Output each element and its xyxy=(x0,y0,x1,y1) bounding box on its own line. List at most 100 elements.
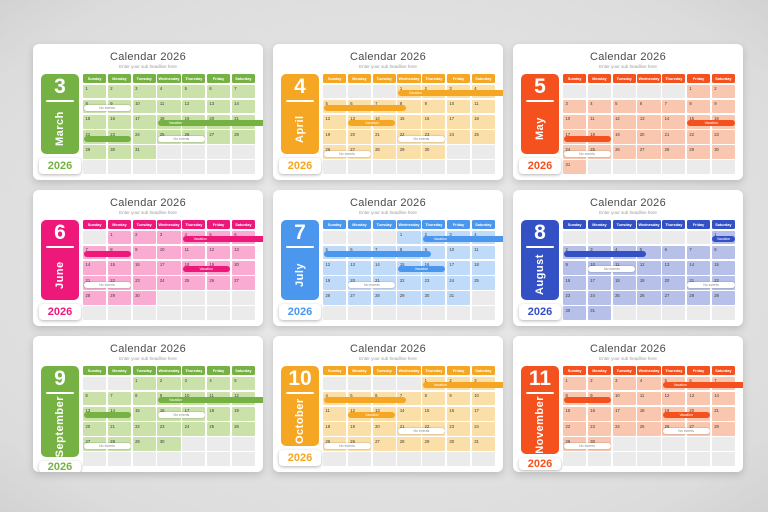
month-number: 5 xyxy=(534,75,546,98)
day-cell: 28 xyxy=(372,145,396,159)
weekday-header-cell: Thursday xyxy=(182,366,206,375)
empty-cell xyxy=(471,160,495,174)
day-cell: 23 xyxy=(446,422,471,436)
day-cell: 4 xyxy=(157,84,181,99)
weekday-header-cell: Tuesday xyxy=(372,220,396,229)
day-cell: 5 xyxy=(231,376,255,391)
empty-cell xyxy=(206,452,231,466)
card-subtitle: Enter your sub headline here xyxy=(359,210,417,215)
day-cell: 17 xyxy=(563,130,587,144)
calendar-card-april[interactable]: Calendar 2026 Enter your sub headline her… xyxy=(273,44,503,180)
calendar-grid: Sunday Monday Tuesday Wednesday Thursday Frid… xyxy=(323,220,495,320)
day-cell: 25 xyxy=(637,422,661,436)
empty-cell xyxy=(662,84,686,99)
day-cell: 29 xyxy=(686,145,711,159)
month-underline xyxy=(526,392,554,394)
day-cell: 1 xyxy=(563,376,587,391)
day-cell: 17 xyxy=(182,406,206,421)
day-cell: 2 xyxy=(446,376,471,391)
day-cell: 8 xyxy=(397,245,421,260)
day-cell: 30 xyxy=(711,145,735,159)
day-cell: 19 xyxy=(323,130,347,144)
calendar-grid: Sunday Monday Tuesday Wednesday Thursday Frid… xyxy=(323,74,495,174)
weekday-header-cell: Friday xyxy=(446,74,471,83)
empty-cell xyxy=(711,437,735,451)
calendar-grid: Sunday Monday Tuesday Wednesday Thursday Frid… xyxy=(83,74,255,174)
day-cell: 5 xyxy=(323,99,347,114)
day-cell: 28 xyxy=(662,145,686,159)
empty-cell xyxy=(107,160,132,174)
day-cell: 4 xyxy=(587,99,612,114)
day-cell: 25 xyxy=(206,422,231,436)
month-grid: Sunday Monday Tuesday Wednesday Thursday Frid… xyxy=(563,366,743,466)
day-cell: 5 xyxy=(637,245,661,260)
empty-cell xyxy=(637,306,661,320)
empty-cell xyxy=(372,230,396,245)
day-cell: 22 xyxy=(686,130,711,144)
empty-cell xyxy=(206,291,231,305)
day-cell: 17 xyxy=(446,260,471,275)
day-cell: 7 xyxy=(231,84,255,99)
weekday-header-cell: Monday xyxy=(587,220,612,229)
day-cell: 13 xyxy=(206,99,231,114)
weekday-header-cell: Saturday xyxy=(711,74,735,83)
weekday-header-cell: Wednesday xyxy=(637,366,661,375)
weekday-header-cell: Thursday xyxy=(422,74,446,83)
weekday-header-cell: Sunday xyxy=(83,220,107,229)
day-cell: 31 xyxy=(563,160,587,174)
calendar-card-august[interactable]: Calendar 2026 Enter your sub headline her… xyxy=(513,190,743,326)
day-cell: 28 xyxy=(107,437,132,451)
weekday-header-cell: Monday xyxy=(587,74,612,83)
empty-cell xyxy=(711,452,735,466)
day-cell: 3 xyxy=(612,376,636,391)
day-cell: 18 xyxy=(157,114,181,129)
day-cell: 16 xyxy=(422,260,446,275)
calendar-card-march[interactable]: Calendar 2026 Enter your sub headline her… xyxy=(33,44,263,180)
day-cell: 14 xyxy=(662,114,686,129)
day-cell: 5 xyxy=(662,376,686,391)
day-cell: 1 xyxy=(107,230,132,245)
day-cell: 8 xyxy=(422,391,446,406)
day-cell: 2 xyxy=(711,84,735,99)
empty-cell xyxy=(612,160,636,174)
card-title: Calendar 2026 xyxy=(349,197,427,209)
weekday-header-cell: Thursday xyxy=(422,366,446,375)
day-cell: 23 xyxy=(132,276,156,290)
weekday-header-cell: Saturday xyxy=(231,74,255,83)
calendar-card-november[interactable]: Calendar 2026 Enter your sub headline her… xyxy=(513,336,743,472)
day-cell: 29 xyxy=(397,145,421,159)
day-cell: 21 xyxy=(662,130,686,144)
day-cell: 14 xyxy=(686,260,711,275)
day-cell: 18 xyxy=(471,114,495,129)
day-cell: 21 xyxy=(83,276,107,290)
day-cell: 17 xyxy=(587,276,612,290)
empty-cell xyxy=(323,452,347,466)
month-number: 7 xyxy=(294,221,306,244)
month-block: 8 August xyxy=(521,220,559,300)
empty-cell xyxy=(686,230,711,245)
calendar-card-may[interactable]: Calendar 2026 Enter your sub headline her… xyxy=(513,44,743,180)
day-cell: 7 xyxy=(107,391,132,406)
year-badge: 2026 xyxy=(519,457,561,470)
calendar-card-october[interactable]: Calendar 2026 Enter your sub headline her… xyxy=(273,336,503,472)
month-block: 9 September xyxy=(41,366,79,458)
day-cell: 16 xyxy=(711,114,735,129)
weekday-header-cell: Wednesday xyxy=(157,74,181,83)
day-cell: 4 xyxy=(471,84,495,99)
calendar-card-september[interactable]: Calendar 2026 Enter your sub headline her… xyxy=(33,336,263,472)
month-grid: Sunday Monday Tuesday Wednesday Thursday Frid… xyxy=(563,220,735,320)
day-cell: 16 xyxy=(157,406,181,421)
card-subtitle: Enter your sub headline here xyxy=(599,356,657,361)
empty-cell xyxy=(323,306,347,320)
month-block: 7 July xyxy=(281,220,319,300)
calendar-card-july[interactable]: Calendar 2026 Enter your sub headline her… xyxy=(273,190,503,326)
day-cell: 20 xyxy=(347,130,372,144)
day-cell: 4 xyxy=(612,245,636,260)
day-cell: 22 xyxy=(397,130,421,144)
calendar-card-june[interactable]: Calendar 2026 Enter your sub headline her… xyxy=(33,190,263,326)
month-sidebar: 5 May 2026 xyxy=(519,74,561,174)
empty-cell xyxy=(231,160,255,174)
day-cell: 23 xyxy=(587,422,612,436)
day-cell: 11 xyxy=(587,114,612,129)
weekday-header-cell: Sunday xyxy=(563,220,587,229)
